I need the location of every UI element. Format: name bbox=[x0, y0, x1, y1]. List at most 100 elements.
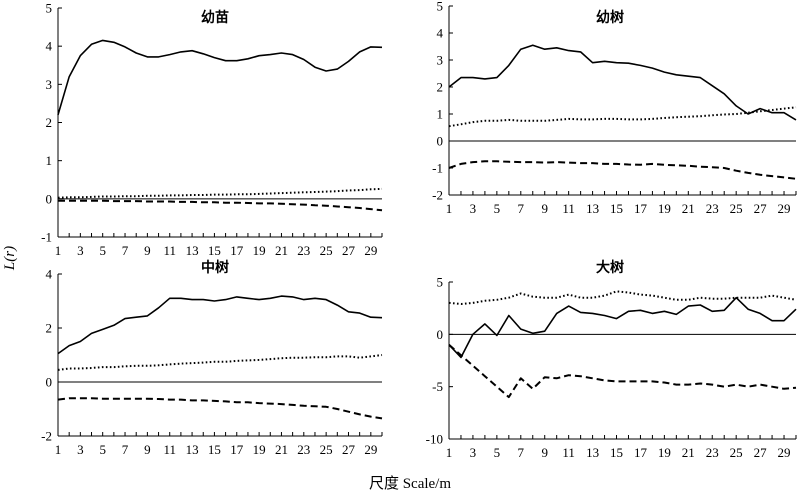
x-tick-label: 9 bbox=[541, 445, 548, 460]
x-tick-label: 1 bbox=[446, 201, 453, 216]
x-tick-label: 17 bbox=[230, 243, 244, 258]
x-tick-label: 17 bbox=[230, 442, 244, 457]
x-tick-label: 21 bbox=[275, 243, 288, 258]
y-tick-label: 4 bbox=[46, 267, 53, 282]
x-tick-label: 27 bbox=[342, 243, 356, 258]
series-line-dashed bbox=[448, 344, 797, 399]
x-tick-label: 5 bbox=[494, 201, 501, 216]
x-tick-label: 21 bbox=[275, 442, 288, 457]
x-tick-label: 13 bbox=[186, 442, 199, 457]
x-tick-label: 19 bbox=[253, 243, 266, 258]
y-axis-label: L(r) bbox=[2, 246, 18, 271]
series-line-dashed bbox=[448, 160, 797, 180]
y-tick-label: 5 bbox=[437, 0, 444, 14]
y-tick-label: 5 bbox=[437, 275, 444, 290]
x-tick-label: 17 bbox=[634, 445, 648, 460]
x-tick-label: 5 bbox=[494, 445, 501, 460]
x-tick-label: 9 bbox=[144, 442, 151, 457]
x-tick-label: 19 bbox=[253, 442, 266, 457]
x-tick-label: 25 bbox=[320, 243, 333, 258]
series-line-dotted bbox=[57, 187, 383, 199]
y-tick-label: 2 bbox=[46, 115, 53, 130]
y-tick-label: 1 bbox=[437, 107, 444, 122]
x-tick-label: 15 bbox=[208, 442, 221, 457]
x-tick-label: 3 bbox=[470, 201, 477, 216]
series-line-dotted bbox=[448, 106, 797, 128]
x-tick-label: 15 bbox=[610, 201, 623, 216]
x-tick-label: 23 bbox=[706, 445, 719, 460]
y-tick-label: -10 bbox=[426, 432, 443, 447]
chart-title: 幼苗 bbox=[201, 9, 229, 26]
x-tick-label: 3 bbox=[77, 442, 84, 457]
series-line-dashed bbox=[58, 199, 383, 212]
x-tick-label: 15 bbox=[208, 243, 221, 258]
y-tick-label: 2 bbox=[437, 80, 444, 95]
x-tick-label: 17 bbox=[634, 201, 648, 216]
x-tick-label: 23 bbox=[297, 243, 310, 258]
series-line-solid bbox=[448, 44, 797, 121]
x-tick-label: 21 bbox=[682, 445, 695, 460]
series-line-solid bbox=[57, 39, 383, 116]
y-tick-label: 1 bbox=[46, 153, 53, 168]
x-tick-label: 13 bbox=[186, 243, 199, 258]
y-tick-label: -2 bbox=[41, 429, 52, 444]
x-tick-label: 19 bbox=[658, 201, 671, 216]
y-tick-label: 2 bbox=[46, 321, 53, 336]
chart-title: 幼树 bbox=[596, 9, 624, 26]
series-line-dotted bbox=[448, 290, 797, 305]
x-tick-label: 21 bbox=[682, 201, 695, 216]
x-tick-label: 27 bbox=[754, 201, 768, 216]
x-tick-label: 29 bbox=[778, 201, 791, 216]
x-tick-label: 11 bbox=[163, 442, 176, 457]
series-line-solid bbox=[57, 295, 383, 355]
y-tick-label: 0 bbox=[46, 191, 53, 206]
y-tick-label: 4 bbox=[437, 26, 444, 41]
x-tick-label: 25 bbox=[730, 201, 743, 216]
x-tick-label: 23 bbox=[297, 442, 310, 457]
y-tick-label: -1 bbox=[432, 161, 443, 176]
y-tick-label: 3 bbox=[46, 77, 53, 92]
x-tick-label: 25 bbox=[730, 445, 743, 460]
series-line-solid bbox=[448, 296, 797, 359]
x-tick-label: 1 bbox=[55, 442, 62, 457]
x-tick-label: 9 bbox=[541, 201, 548, 216]
x-tick-label: 19 bbox=[658, 445, 671, 460]
y-tick-label: 0 bbox=[437, 327, 444, 342]
x-tick-label: 13 bbox=[586, 201, 599, 216]
y-tick-label: -5 bbox=[432, 379, 443, 394]
y-tick-label: 4 bbox=[46, 39, 53, 54]
x-tick-label: 7 bbox=[518, 445, 525, 460]
x-tick-label: 29 bbox=[778, 445, 791, 460]
x-tick-label: 15 bbox=[610, 445, 623, 460]
x-tick-label: 5 bbox=[99, 243, 106, 258]
x-tick-label: 3 bbox=[470, 445, 477, 460]
chart-title: 中树 bbox=[201, 259, 229, 276]
y-tick-label: 0 bbox=[46, 375, 53, 390]
x-tick-label: 25 bbox=[320, 442, 333, 457]
x-tick-label: 3 bbox=[77, 243, 84, 258]
x-tick-label: 13 bbox=[586, 445, 599, 460]
x-tick-label: 1 bbox=[446, 445, 453, 460]
x-axis-label: 尺度 Scale/m bbox=[369, 475, 451, 492]
x-tick-label: 5 bbox=[99, 442, 106, 457]
x-tick-label: 23 bbox=[706, 201, 719, 216]
x-tick-label: 29 bbox=[364, 442, 377, 457]
y-tick-label: -1 bbox=[41, 230, 52, 245]
x-tick-label: 11 bbox=[562, 201, 575, 216]
x-tick-label: 7 bbox=[518, 201, 525, 216]
series-line-dotted bbox=[57, 354, 383, 371]
x-tick-label: 7 bbox=[122, 243, 129, 258]
y-tick-label: -2 bbox=[432, 188, 443, 203]
x-tick-label: 1 bbox=[55, 243, 62, 258]
chart-title: 大树 bbox=[596, 259, 624, 276]
y-tick-label: 5 bbox=[46, 1, 53, 16]
x-tick-label: 27 bbox=[754, 445, 768, 460]
x-tick-label: 11 bbox=[562, 445, 575, 460]
x-tick-label: 9 bbox=[144, 243, 151, 258]
